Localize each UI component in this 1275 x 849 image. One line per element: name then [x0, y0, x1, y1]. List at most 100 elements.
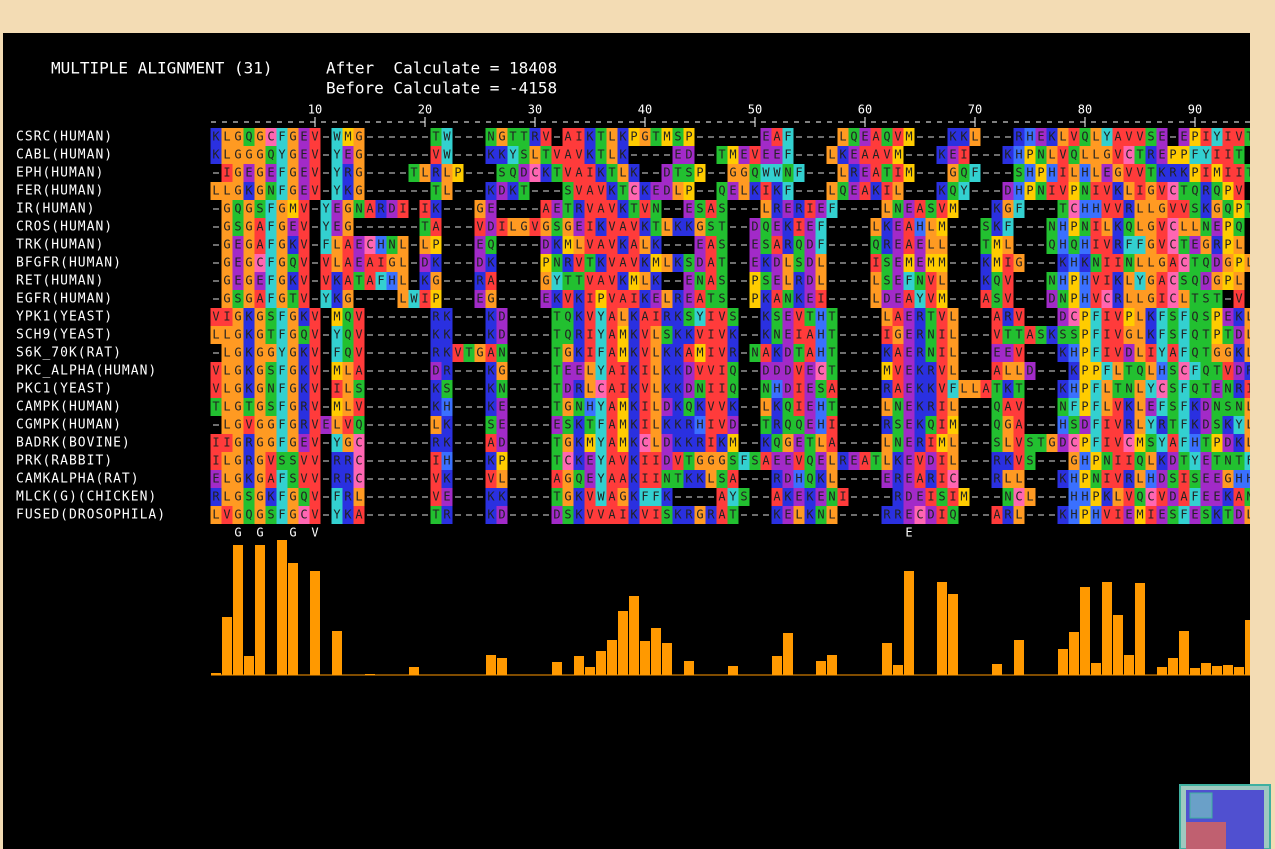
residue-cell	[1189, 236, 1201, 254]
residue-cell	[804, 344, 816, 362]
residue-cell	[331, 326, 343, 344]
residue-cell	[353, 146, 365, 164]
residue-cell	[1167, 200, 1179, 218]
residue-cell	[683, 146, 695, 164]
residue-cell	[331, 362, 343, 380]
residue-cell	[826, 308, 838, 326]
residue-cell	[617, 164, 629, 182]
residue-cell	[661, 290, 673, 308]
residue-cell	[265, 146, 277, 164]
residue-cell	[496, 182, 508, 200]
residue-cell	[1123, 290, 1135, 308]
residue-cell	[1233, 470, 1245, 488]
residue-cell	[276, 272, 288, 290]
residue-cell	[881, 434, 893, 452]
residue-cell	[1134, 128, 1146, 146]
residue-cell	[243, 362, 255, 380]
residue-cell	[1002, 416, 1014, 434]
residue-cell	[1178, 200, 1190, 218]
residue-cell	[1156, 362, 1168, 380]
residue-cell	[584, 200, 596, 218]
sequence-name: BADRK(BOVINE)	[16, 436, 131, 451]
residue-cell	[551, 326, 563, 344]
residue-cell	[1123, 434, 1135, 452]
residue-cell	[1123, 164, 1135, 182]
residue-cell	[1156, 272, 1168, 290]
residue-cell	[254, 452, 266, 470]
residue-cell	[914, 200, 926, 218]
residue-cell	[298, 290, 310, 308]
residue-cell	[782, 362, 794, 380]
residue-cell	[342, 326, 354, 344]
residue-cell	[1244, 506, 1250, 524]
residue-cell	[518, 128, 530, 146]
residue-cell	[947, 128, 959, 146]
residue-cell	[331, 470, 343, 488]
residue-cell	[507, 182, 519, 200]
residue-cell	[617, 236, 629, 254]
residue-cell	[628, 218, 640, 236]
residue-cell	[584, 488, 596, 506]
residue-cell	[628, 416, 640, 434]
residue-cell	[760, 416, 772, 434]
residue-cell	[210, 434, 222, 452]
residue-cell	[628, 434, 640, 452]
residue-cell	[771, 326, 783, 344]
residue-cell	[826, 146, 838, 164]
residue-cell	[364, 200, 376, 218]
residue-cell	[771, 344, 783, 362]
residue-cell	[243, 416, 255, 434]
residue-cell	[485, 146, 497, 164]
residue-cell	[452, 164, 464, 182]
residue-cell	[1211, 218, 1223, 236]
residue-cell	[265, 164, 277, 182]
residue-cell	[584, 434, 596, 452]
residue-cell	[474, 200, 486, 218]
residue-cell	[540, 218, 552, 236]
residue-cell	[881, 308, 893, 326]
residue-cell	[232, 488, 244, 506]
residue-cell	[232, 164, 244, 182]
residue-cell	[1090, 506, 1102, 524]
sequence-name: S6K_70K(RAT)	[16, 346, 122, 361]
sequence-name: PRK(RABBIT)	[16, 454, 113, 469]
residue-cell	[243, 470, 255, 488]
residue-cell	[903, 470, 915, 488]
residue-cell	[848, 146, 860, 164]
conservation-bar	[728, 666, 738, 675]
residue-cell	[617, 488, 629, 506]
residue-cell	[1222, 272, 1234, 290]
residue-cell	[892, 416, 904, 434]
residue-cell	[606, 434, 618, 452]
residue-cell	[1123, 362, 1135, 380]
residue-cell	[298, 182, 310, 200]
residue-cell	[485, 182, 497, 200]
residue-cell	[1013, 452, 1025, 470]
residue-cell	[210, 362, 222, 380]
residue-cell	[430, 254, 442, 272]
residue-cell	[1112, 398, 1124, 416]
residue-cell	[276, 164, 288, 182]
residue-cell	[936, 326, 948, 344]
residue-cell	[254, 290, 266, 308]
residue-cell	[903, 272, 915, 290]
residue-cell	[1134, 218, 1146, 236]
sequence-name: FER(HUMAN)	[16, 184, 104, 199]
residue-cell	[892, 218, 904, 236]
residue-cell	[617, 218, 629, 236]
residue-cell	[353, 308, 365, 326]
residue-cell	[870, 290, 882, 308]
residue-cell	[408, 164, 420, 182]
residue-cell	[1145, 272, 1157, 290]
residue-cell	[1112, 308, 1124, 326]
residue-cell	[287, 272, 299, 290]
residue-cell	[826, 362, 838, 380]
residue-cell	[298, 254, 310, 272]
residue-cell	[727, 398, 739, 416]
residue-cell	[254, 380, 266, 398]
residue-cell	[540, 290, 552, 308]
residue-cell	[584, 416, 596, 434]
residue-cell	[683, 362, 695, 380]
residue-cell	[562, 488, 574, 506]
residue-cell	[881, 326, 893, 344]
